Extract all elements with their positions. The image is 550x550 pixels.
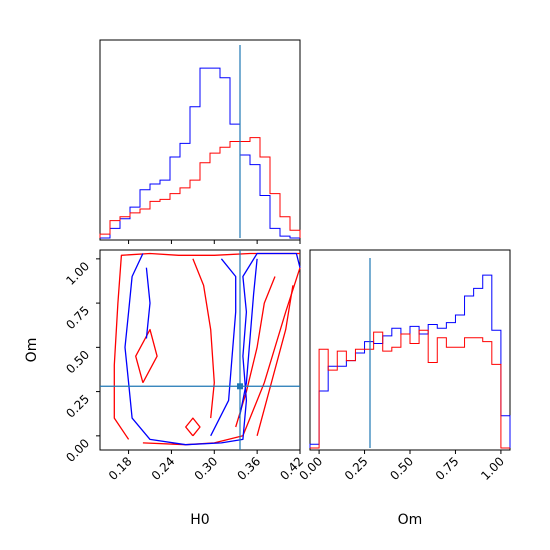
contour-panel: 0.18 0.24 0.30 0.36 0.420.000.250.500.751.00… <box>24 249 306 528</box>
y-axis-label-om: Om <box>24 338 40 363</box>
contour-ytick-label-3: 0.75 <box>63 303 92 332</box>
om-histograms <box>309 258 511 449</box>
om-marginal-ticks: 0.00 0.25 0.50 0.75 1.00 <box>296 450 507 483</box>
contour-frame <box>99 249 301 451</box>
contour-ytick-label-4: 1.00 <box>63 259 92 288</box>
contour-ytick-label-1: 0.25 <box>63 392 92 421</box>
om-xtick-label-3: 0.75 <box>433 454 462 483</box>
contour-series-0-level-6 <box>135 328 158 384</box>
contour-xtick-label-0: 0.18 <box>106 454 135 483</box>
om-xtick-label-0: 0.00 <box>296 454 325 483</box>
h0-marginal-ticks <box>128 240 301 244</box>
om-hist-series-0 <box>309 274 511 448</box>
om-xtick-label-1: 0.25 <box>342 454 371 483</box>
contour-xtick-label-1: 0.24 <box>149 454 178 483</box>
om-xtick-label-4: 1.00 <box>478 454 507 483</box>
om-marginal-panel: 0.00 0.25 0.50 0.75 1.00 Om <box>296 249 511 528</box>
contour-truth-marker <box>237 383 243 390</box>
contour-lines <box>100 250 301 450</box>
om-hist-series-1 <box>310 329 510 449</box>
contour-xtick-label-2: 0.30 <box>192 454 221 483</box>
om-marginal-frame <box>309 249 511 451</box>
h0-hist-series-0 <box>100 67 300 239</box>
contour-ytick-label-0: 0.00 <box>63 436 92 465</box>
contour-series-1-level-2 <box>210 258 237 437</box>
contour-series-0-level-2 <box>256 285 294 436</box>
contour-series-1-level-1 <box>145 267 151 339</box>
h0-marginal-panel <box>99 39 301 244</box>
x-axis-label-h0: H0 <box>190 512 209 528</box>
contour-series-0-level-5 <box>185 417 201 437</box>
contour-xtick-label-3: 0.36 <box>234 454 263 483</box>
h0-histograms <box>99 45 301 239</box>
contour-series-1-level-3 <box>238 258 258 419</box>
om-xtick-label-2: 0.50 <box>387 454 416 483</box>
contour-series-1-level-0 <box>124 252 301 446</box>
contour-series-0-level-0 <box>113 252 300 440</box>
x-axis-label-om: Om <box>398 512 423 528</box>
contour-ytick-label-2: 0.50 <box>63 348 92 377</box>
contour-series-0-level-3 <box>192 258 215 419</box>
h0-hist-series-1 <box>99 137 301 238</box>
